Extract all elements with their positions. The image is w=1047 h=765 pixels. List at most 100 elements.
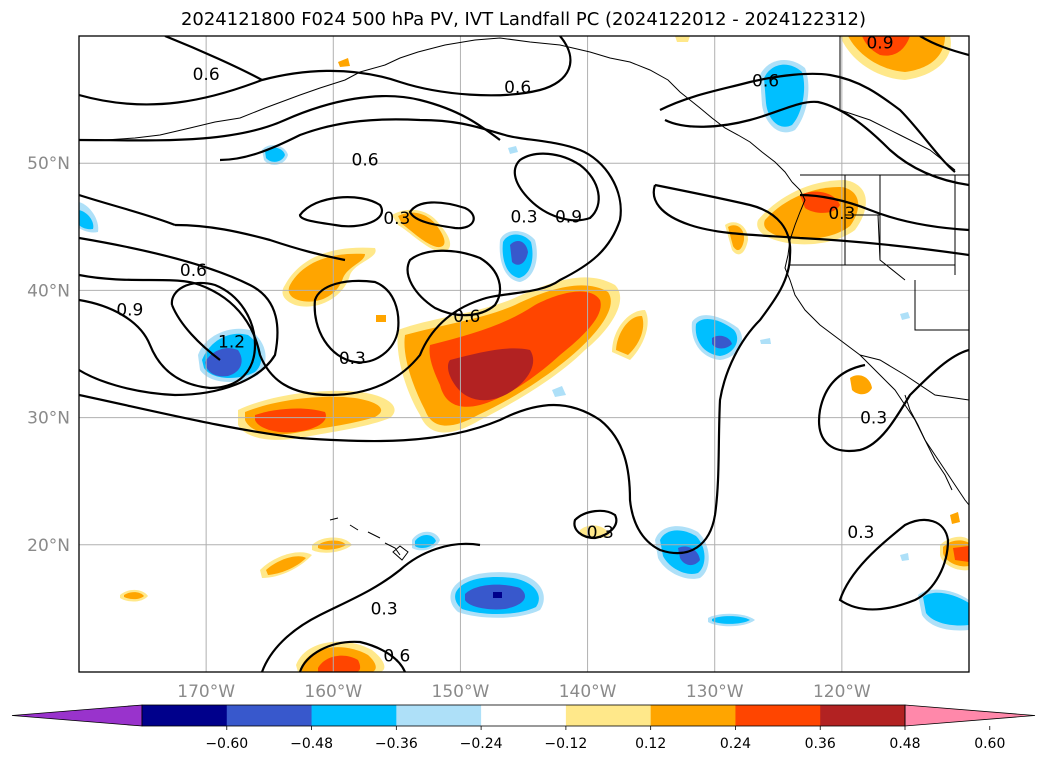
contour-label: 0.6 <box>383 646 410 666</box>
shade-negative <box>712 335 732 349</box>
shade-positive-45n <box>398 212 445 248</box>
colorbar-tick-label: 0.48 <box>889 736 920 752</box>
shade-positive-central <box>447 348 534 401</box>
lat-tick-label: 40°N <box>27 281 70 301</box>
contour-0.3-pacific <box>573 509 618 540</box>
colorbar-extend-low <box>11 704 143 727</box>
contour-0.6-eastbig-2 <box>652 184 969 257</box>
colorbar-segment <box>142 705 228 726</box>
contour-0.6-center <box>406 249 502 317</box>
coastline-layer <box>104 36 969 561</box>
colorbar-tick-label: 0.12 <box>635 736 666 752</box>
contour-label: 1.2 <box>218 332 245 352</box>
colorbar-segment <box>735 705 821 726</box>
map-title: 2024121800 F024 500 hPa PV, IVT Landfall… <box>180 9 867 30</box>
contour-label: 0.3 <box>383 209 410 229</box>
shade-negative <box>508 146 518 154</box>
shade-negative <box>552 386 566 397</box>
contour-label: 0.6 <box>752 72 779 92</box>
shade-positive-small <box>953 546 969 562</box>
border-us-mexico <box>859 354 969 401</box>
colorbar-tick-label: 0.36 <box>805 736 836 752</box>
graticule <box>79 36 969 672</box>
shade-negative <box>79 210 94 230</box>
shade-positive-30n <box>255 408 326 433</box>
colorbar-tick-label: −0.24 <box>460 736 503 752</box>
contour-label: 0.9 <box>116 300 143 320</box>
shade-positive-small <box>850 375 872 395</box>
colorbar-tick-label: 0.24 <box>720 736 751 752</box>
colorbar-segment <box>396 705 482 726</box>
shade-positive-small <box>318 655 361 672</box>
colorbar-tick-label: −0.12 <box>544 736 587 752</box>
colorbar-segment <box>311 705 397 726</box>
contour-0.6-arc <box>174 223 346 262</box>
pc-shading-layer <box>79 36 969 672</box>
lat-tick-label: 30°N <box>27 409 70 429</box>
shade-positive-small <box>376 315 386 322</box>
contour-1.2 <box>170 304 221 361</box>
coastline-alaska <box>104 37 793 183</box>
contour-0.6-main <box>79 118 622 397</box>
lon-tick-label: 130°W <box>686 682 744 702</box>
contour-label: 0.6 <box>504 78 531 98</box>
contour-label: 0.9 <box>866 33 893 53</box>
coastline-hawaii-island <box>392 545 409 561</box>
border-canada <box>839 36 956 171</box>
shade-negative <box>265 147 285 162</box>
colorbar-segment <box>481 705 567 726</box>
lon-tick-label: 160°W <box>304 682 362 702</box>
colorbar-segment <box>820 705 906 726</box>
lat-tick-label: 50°N <box>27 154 70 174</box>
contour-0.3-mexico <box>817 348 969 453</box>
contour-0.6-north-2 <box>79 36 501 142</box>
axis-labels: 20°N 30°N 40°N 50°N 170°W 160°W 150°W 140°W 130°… <box>27 154 871 702</box>
coastline-baja <box>904 394 953 491</box>
coastline-hawaii <box>329 517 401 556</box>
contour-0.6-eastbig <box>79 183 792 555</box>
shade-positive-small <box>675 36 690 42</box>
contour-labels: 0.6 0.6 0.6 0.6 0.3 0.3 0.9 0.6 0.9 0.3 0.6 1.2 0.3 0… <box>116 33 893 666</box>
colorbar: −0.60 −0.48 −0.36 −0.24 −0.12 0.12 0.24 0.36 0.4… <box>11 704 1036 752</box>
contour-0.9-loop <box>513 152 600 222</box>
shade-negative <box>510 240 528 265</box>
contour-0.6-nw <box>79 193 176 227</box>
colorbar-segment <box>226 705 313 726</box>
contour-0.6-north <box>79 36 572 106</box>
lon-tick-label: 170°W <box>177 682 235 702</box>
contour-0.9-west <box>79 281 257 390</box>
contour-label: 0.3 <box>587 523 614 543</box>
contour-0.6-ne-2 <box>664 100 969 187</box>
contour-label: 0.9 <box>555 208 582 228</box>
contour-label: 0.6 <box>180 261 207 281</box>
contour-label: 0.6 <box>352 150 379 170</box>
shade-negative <box>493 592 502 598</box>
contour-label: 0.3 <box>847 523 874 543</box>
shade-positive-35n <box>616 315 644 355</box>
contour-0.3-center <box>313 279 400 364</box>
contour-0.6-loop <box>79 236 279 397</box>
colorbar-segment <box>565 705 652 726</box>
shade-negative <box>923 592 969 626</box>
map-frame <box>78 35 970 673</box>
contour-label: 0.3 <box>371 599 398 619</box>
colorbar-outline <box>141 704 906 727</box>
shade-positive-small <box>950 512 960 524</box>
lon-tick-label: 150°W <box>432 682 490 702</box>
contour-0.3-west <box>298 196 384 228</box>
contour-0.9-ne <box>919 36 969 57</box>
shade-negative <box>900 312 910 320</box>
shade-negative <box>900 553 909 561</box>
contour-label: 0.3 <box>860 409 887 429</box>
colorbar-tick-label: −0.60 <box>205 736 248 752</box>
pv-contour-layer <box>79 36 969 672</box>
contour-0.6-ne <box>659 72 956 173</box>
colorbar-segment <box>650 705 736 726</box>
colorbar-extend-high <box>904 704 1036 727</box>
shade-positive-40n <box>288 253 365 302</box>
lon-tick-label: 140°W <box>559 682 617 702</box>
contour-0.3-baja <box>838 518 950 611</box>
contour-0.6-sw <box>298 640 407 672</box>
coastline-us-west <box>784 181 969 506</box>
